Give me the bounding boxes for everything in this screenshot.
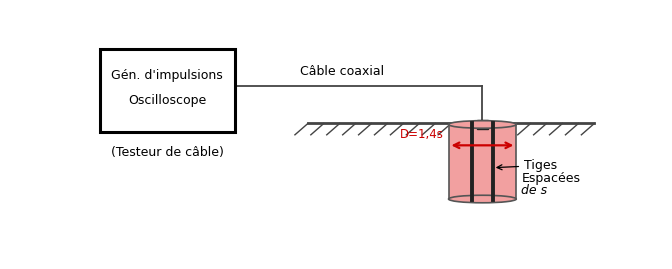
Ellipse shape [449,195,516,203]
Bar [476,120,488,129]
Text: Gén. d'impulsions: Gén. d'impulsions [112,69,223,82]
Text: Tiges: Tiges [497,159,557,172]
Text: Câble coaxial: Câble coaxial [300,65,384,78]
Text: D=1,4s: D=1,4s [399,128,444,141]
Text: de s: de s [521,183,548,197]
Text: Oscilloscope: Oscilloscope [128,94,206,107]
Text: Espacées: Espacées [521,172,581,185]
Bar [99,49,235,132]
Text: (Testeur de câble): (Testeur de câble) [111,146,224,159]
Bar [449,125,516,199]
Ellipse shape [449,121,516,128]
